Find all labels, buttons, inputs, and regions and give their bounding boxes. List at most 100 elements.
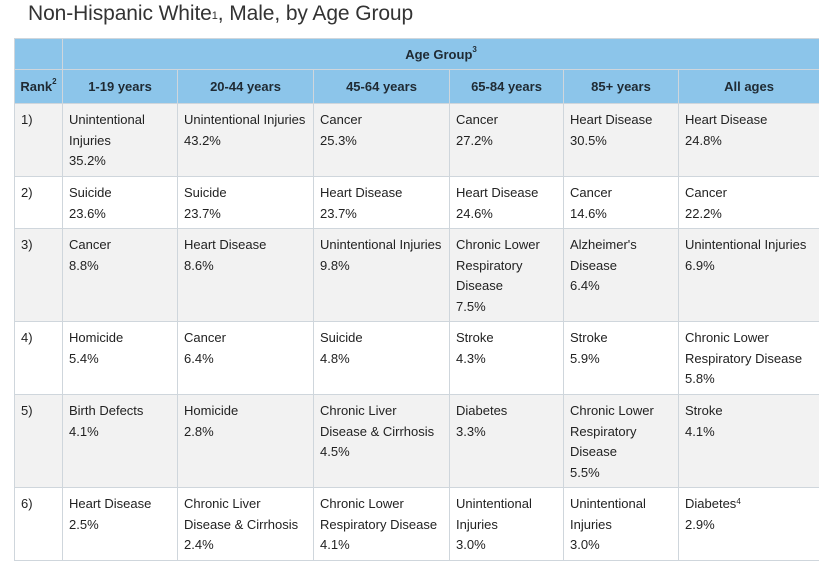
cause-percentage: 4.8% bbox=[320, 349, 443, 370]
cause-name: Unintentional Injuries bbox=[320, 235, 443, 256]
column-header-row: Rank2 1-19 years 20-44 years 45-64 years… bbox=[15, 70, 819, 104]
cause-name: Cancer bbox=[570, 183, 672, 204]
cause-name: Unintentional Injuries bbox=[685, 235, 813, 256]
cause-name-text: Stroke bbox=[570, 330, 608, 345]
page-title-rest: , Male, by Age Group bbox=[218, 2, 413, 25]
cause-percentage: 4.5% bbox=[320, 442, 443, 463]
cause-percentage: 25.3% bbox=[320, 131, 443, 152]
cause-name: Cancer bbox=[320, 110, 443, 131]
cause-percentage: 6.4% bbox=[184, 349, 307, 370]
cause-name-text: Chronic Lower Respiratory Disease bbox=[320, 496, 437, 532]
cause-name: Chronic Lower Respiratory Disease bbox=[456, 235, 557, 297]
cause-cell: Diabetes 3.3% bbox=[450, 395, 564, 488]
cause-name: Suicide bbox=[184, 183, 307, 204]
cause-name: Heart Disease bbox=[456, 183, 557, 204]
column-header: 45-64 years bbox=[314, 70, 450, 104]
rank-cell: 1) bbox=[15, 104, 63, 177]
cause-percentage: 5.4% bbox=[69, 349, 171, 370]
cause-name: Stroke bbox=[570, 328, 672, 349]
cause-name: Alzheimer's Disease bbox=[570, 235, 672, 276]
column-header: 65-84 years bbox=[450, 70, 564, 104]
page-title-main: Non-Hispanic White bbox=[28, 2, 212, 25]
cause-percentage: 8.6% bbox=[184, 256, 307, 277]
column-header: 85+ years bbox=[564, 70, 679, 104]
cause-cell: Chronic Lower Respiratory Disease 4.1% bbox=[314, 488, 450, 561]
cause-percentage: 3.3% bbox=[456, 422, 557, 443]
cause-name: Diabetes4 bbox=[685, 494, 813, 515]
cause-name-text: Heart Disease bbox=[184, 237, 266, 252]
age-group-header-label: Age Group bbox=[405, 47, 472, 62]
cause-percentage: 4.1% bbox=[69, 422, 171, 443]
cause-percentage: 24.6% bbox=[456, 204, 557, 225]
cause-name: Stroke bbox=[456, 328, 557, 349]
group-header-row: Age Group3 bbox=[15, 39, 819, 70]
cause-name: Cancer bbox=[184, 328, 307, 349]
cause-percentage: 23.6% bbox=[69, 204, 171, 225]
cause-percentage: 22.2% bbox=[685, 204, 813, 225]
cause-name-text: Unintentional Injuries bbox=[570, 496, 646, 532]
cause-name: Suicide bbox=[69, 183, 171, 204]
cause-percentage: 3.0% bbox=[570, 535, 672, 556]
cause-name: Cancer bbox=[69, 235, 171, 256]
cause-name-text: Birth Defects bbox=[69, 403, 143, 418]
cause-name: Cancer bbox=[456, 110, 557, 131]
cause-name-text: Chronic Liver Disease & Cirrhosis bbox=[184, 496, 298, 532]
group-header-spacer bbox=[15, 39, 63, 70]
page-title-footnote: 1 bbox=[212, 10, 218, 22]
leading-causes-table: Age Group3 Rank2 1-19 years 20-44 years … bbox=[14, 38, 819, 561]
rank-cell: 6) bbox=[15, 488, 63, 561]
cause-percentage: 23.7% bbox=[184, 204, 307, 225]
cause-percentage: 4.3% bbox=[456, 349, 557, 370]
cause-name-text: Unintentional Injuries bbox=[320, 237, 441, 252]
cause-name: Chronic Lower Respiratory Disease bbox=[570, 401, 672, 463]
cause-name-text: Unintentional Injuries bbox=[184, 112, 305, 127]
cause-name: Heart Disease bbox=[320, 183, 443, 204]
rank-cell: 2) bbox=[15, 177, 63, 229]
rank-cell: 3) bbox=[15, 229, 63, 322]
cause-name-text: Unintentional Injuries bbox=[685, 237, 806, 252]
cause-name-text: Suicide bbox=[320, 330, 363, 345]
cause-percentage: 2.8% bbox=[184, 422, 307, 443]
column-header: 1-19 years bbox=[63, 70, 178, 104]
rank-header-label: Rank bbox=[20, 79, 52, 94]
cause-name-text: Diabetes bbox=[456, 403, 507, 418]
cause-percentage: 2.9% bbox=[685, 515, 813, 536]
cause-name: Unintentional Injuries bbox=[456, 494, 557, 535]
rank-header-footnote: 2 bbox=[52, 77, 56, 86]
cause-name: Unintentional Injuries bbox=[69, 110, 171, 151]
cause-name-text: Heart Disease bbox=[456, 185, 538, 200]
age-group-header: Age Group3 bbox=[63, 39, 819, 70]
cause-name-text: Heart Disease bbox=[69, 496, 151, 511]
cause-name: Heart Disease bbox=[69, 494, 171, 515]
cause-percentage: 4.1% bbox=[320, 535, 443, 556]
cause-cell: Unintentional Injuries 43.2% bbox=[178, 104, 314, 177]
cause-cell: Suicide 23.6% bbox=[63, 177, 178, 229]
cause-name: Heart Disease bbox=[570, 110, 672, 131]
cause-percentage: 23.7% bbox=[320, 204, 443, 225]
cause-cell: Suicide 4.8% bbox=[314, 322, 450, 395]
cause-percentage: 14.6% bbox=[570, 204, 672, 225]
cause-percentage: 43.2% bbox=[184, 131, 307, 152]
column-header: 20-44 years bbox=[178, 70, 314, 104]
cause-name-text: Suicide bbox=[69, 185, 112, 200]
